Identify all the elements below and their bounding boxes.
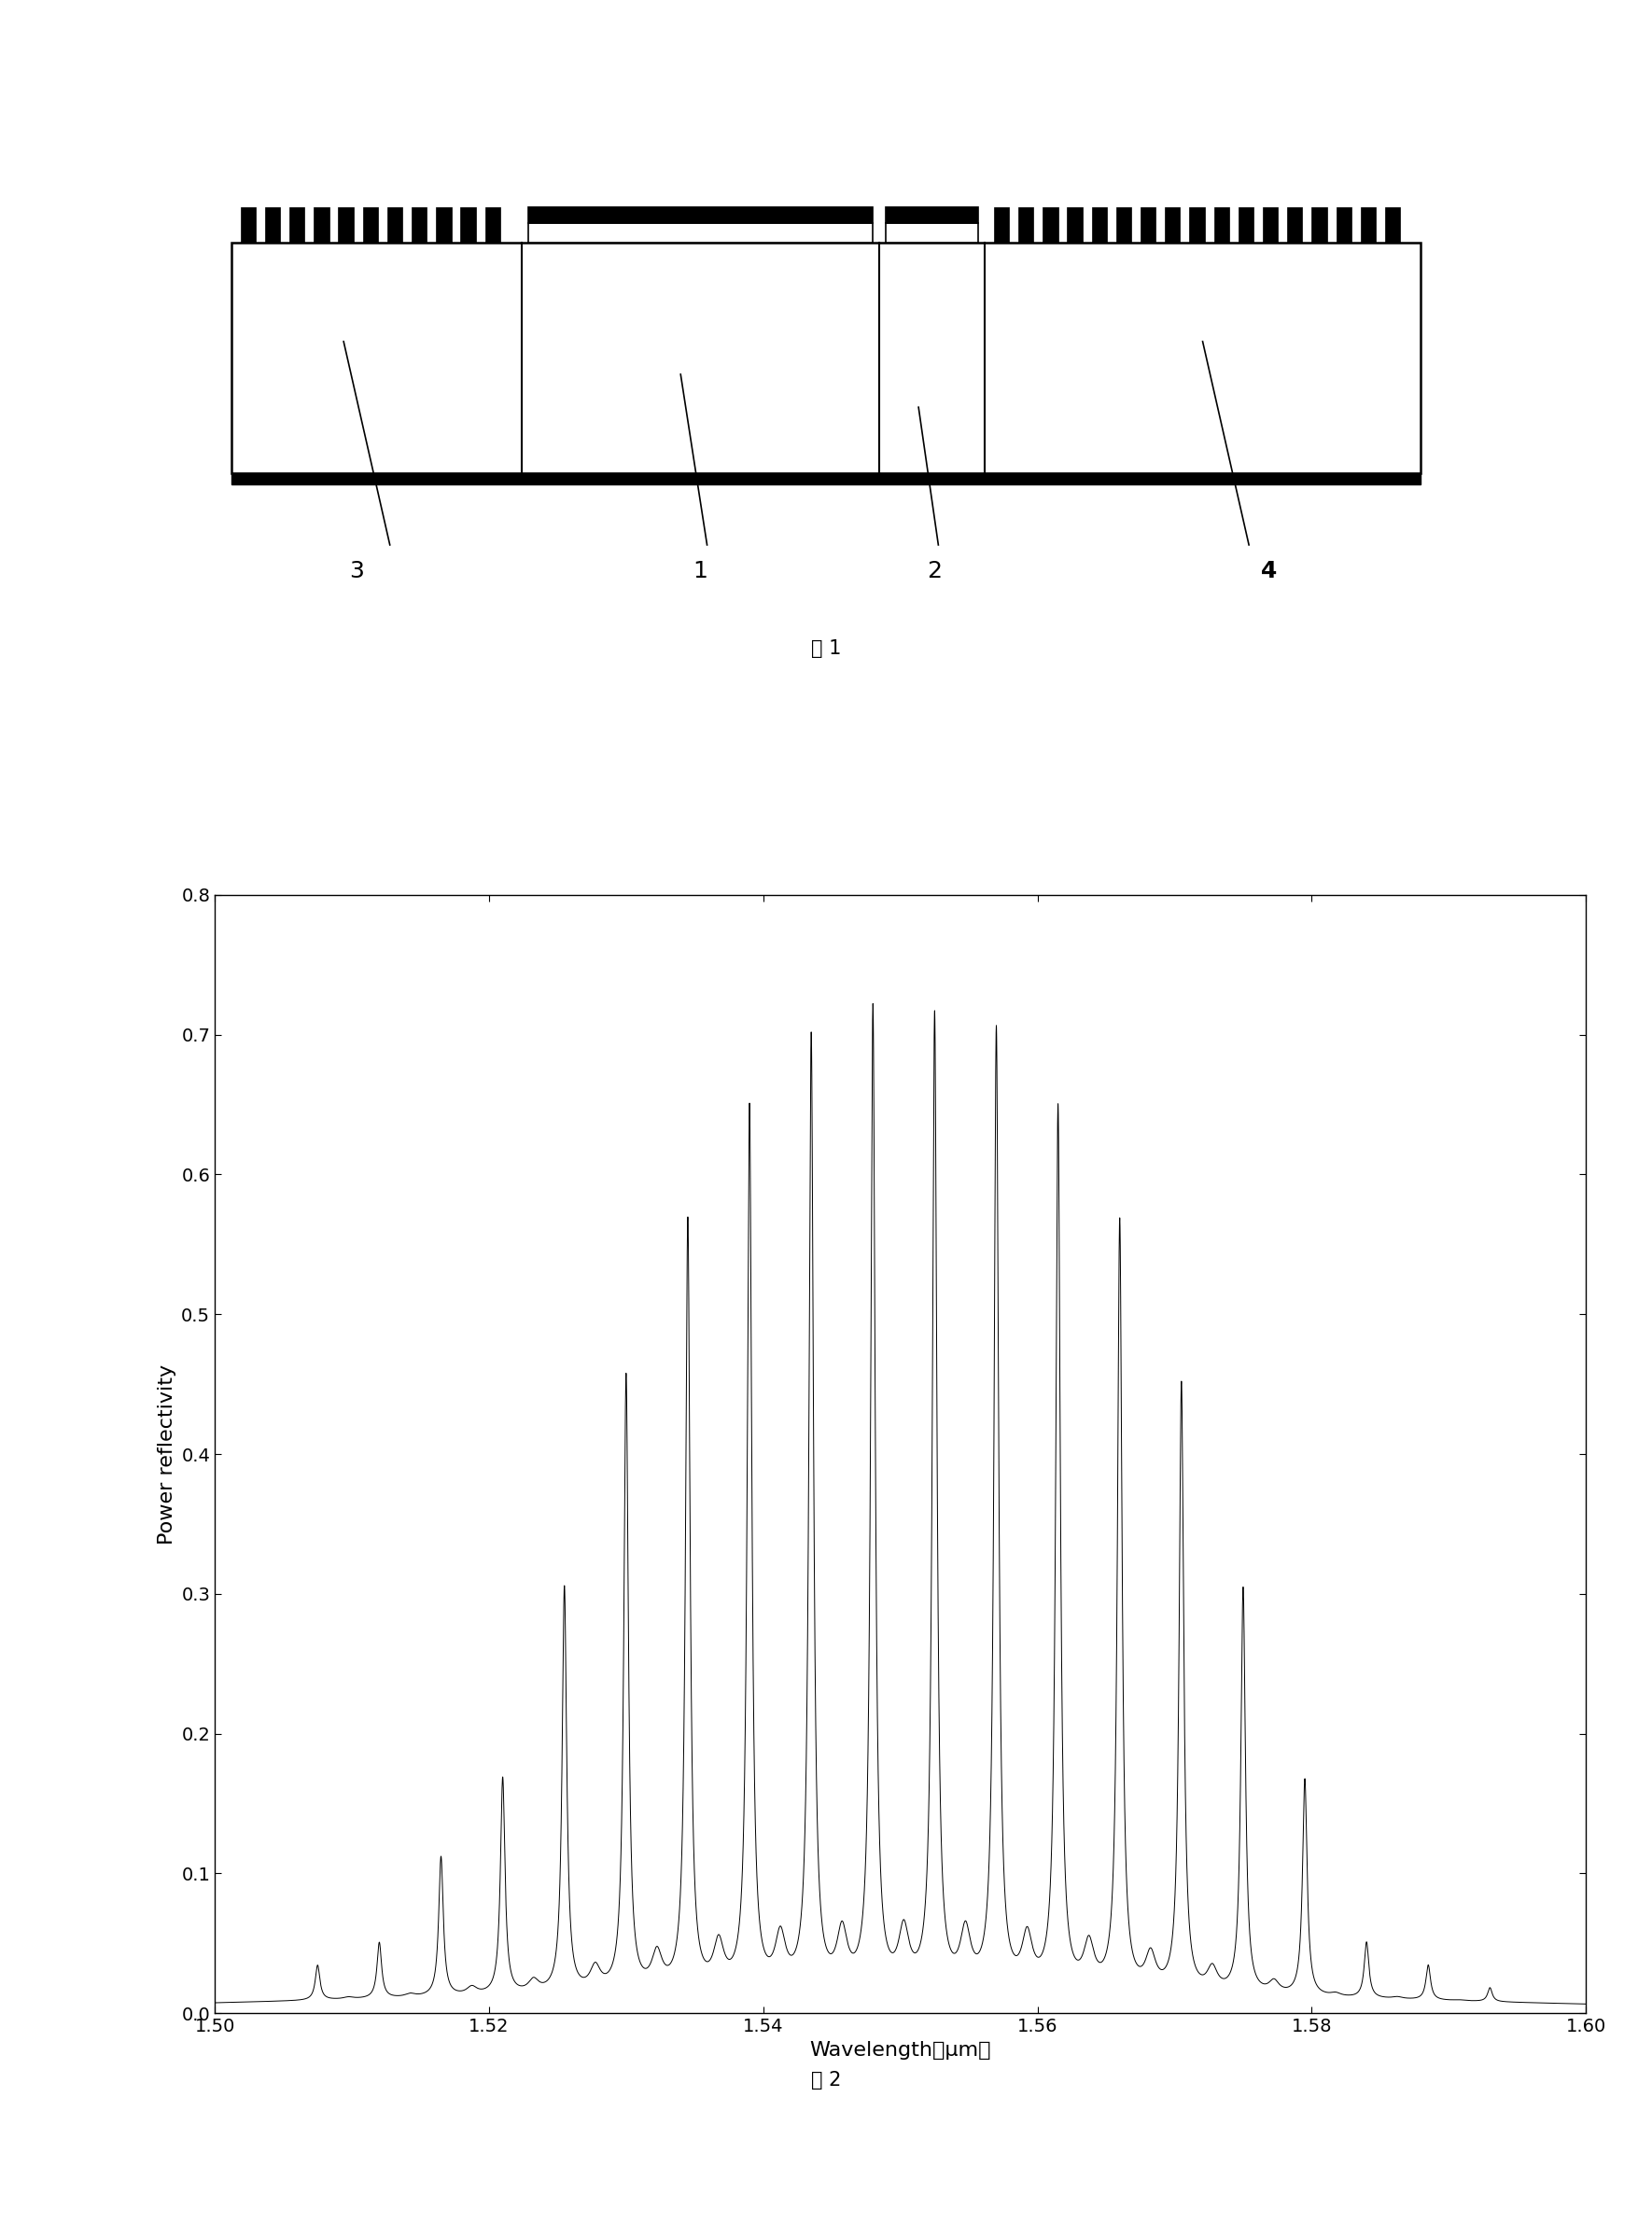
Bar bbox=[486, 208, 501, 244]
Bar bbox=[1067, 208, 1082, 244]
Text: 图 2: 图 2 bbox=[811, 2071, 841, 2089]
Bar bbox=[995, 208, 1009, 244]
Bar bbox=[363, 208, 378, 244]
Bar bbox=[529, 208, 872, 224]
Text: 4: 4 bbox=[1260, 559, 1277, 582]
Bar bbox=[1189, 208, 1204, 244]
X-axis label: Wavelength（μm）: Wavelength（μm） bbox=[809, 2040, 991, 2060]
Bar bbox=[339, 208, 354, 244]
Bar bbox=[264, 208, 281, 244]
Text: 1: 1 bbox=[694, 559, 707, 582]
Bar bbox=[1287, 208, 1302, 244]
Bar bbox=[1336, 208, 1351, 244]
Bar bbox=[231, 244, 1421, 472]
Bar bbox=[1117, 208, 1132, 244]
Text: 图 1: 图 1 bbox=[811, 640, 841, 658]
Bar bbox=[1042, 208, 1057, 244]
Bar bbox=[1092, 208, 1107, 244]
Bar bbox=[436, 208, 451, 244]
Bar bbox=[1361, 208, 1376, 244]
Bar bbox=[1140, 208, 1156, 244]
Bar bbox=[1214, 208, 1229, 244]
Bar bbox=[289, 208, 304, 244]
Bar bbox=[461, 208, 476, 244]
Bar bbox=[241, 208, 256, 244]
Bar bbox=[314, 208, 329, 244]
Bar bbox=[411, 208, 426, 244]
Bar bbox=[1239, 208, 1254, 244]
Bar bbox=[1165, 208, 1180, 244]
Text: 3: 3 bbox=[350, 559, 363, 582]
Bar bbox=[1312, 208, 1327, 244]
Bar bbox=[885, 224, 978, 244]
Bar bbox=[1384, 208, 1401, 244]
Bar bbox=[885, 208, 978, 224]
Bar bbox=[529, 224, 872, 244]
Bar bbox=[387, 208, 403, 244]
Bar bbox=[1262, 208, 1279, 244]
Bar bbox=[231, 472, 1421, 485]
Text: 2: 2 bbox=[927, 559, 942, 582]
Bar bbox=[1018, 208, 1034, 244]
Y-axis label: Power reflectivity: Power reflectivity bbox=[157, 1365, 177, 1544]
